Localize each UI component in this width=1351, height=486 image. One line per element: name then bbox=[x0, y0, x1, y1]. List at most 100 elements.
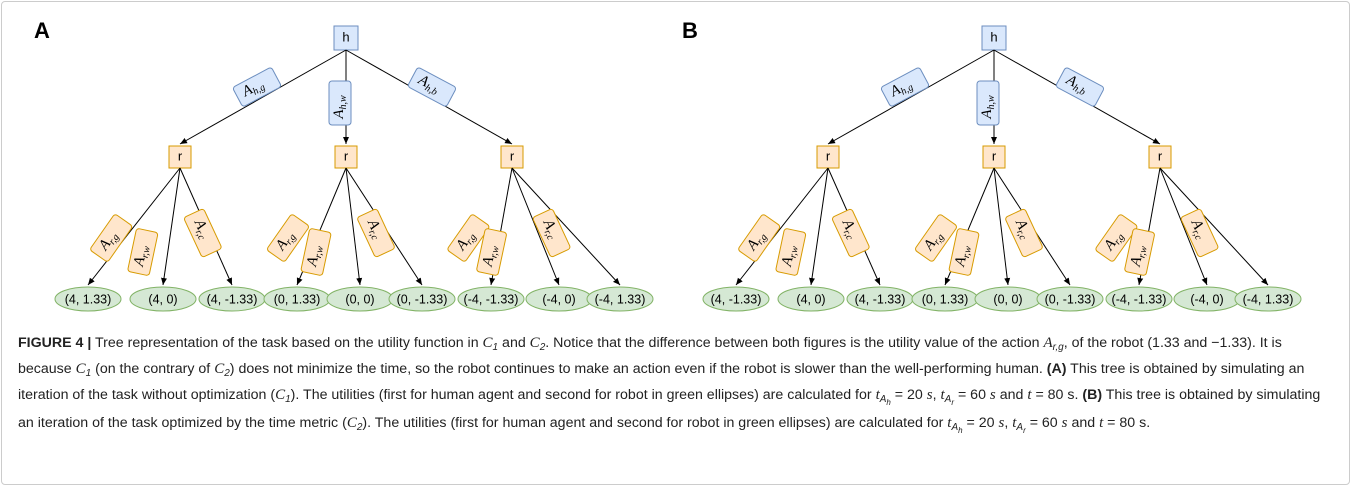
robot-label: r bbox=[992, 148, 997, 163]
edge-label-box bbox=[915, 214, 957, 262]
caption-run: t bbox=[940, 386, 945, 403]
caption-run: and bbox=[498, 335, 530, 351]
caption-run: r bbox=[951, 397, 955, 407]
caption-run: h bbox=[958, 426, 963, 436]
edge-label: Ar,c bbox=[1005, 208, 1043, 258]
panel-label: A bbox=[34, 18, 50, 43]
leaf-label: (-4, 1.33) bbox=[1243, 292, 1294, 306]
leaf-label: (-4, 0) bbox=[1190, 292, 1223, 306]
caption-run: C bbox=[75, 360, 86, 377]
leaf-label: (0, 1.33) bbox=[274, 292, 321, 306]
edge-label-sub: r,w bbox=[1137, 245, 1150, 259]
caption-run: r bbox=[1023, 426, 1026, 436]
edge-label-sub: r,w bbox=[961, 245, 974, 259]
edge-label-base: A bbox=[779, 255, 797, 269]
edge-label-box bbox=[90, 214, 133, 262]
leaf-label: (-4, -1.33) bbox=[1112, 292, 1167, 306]
edge-label-box bbox=[948, 228, 980, 276]
leaf-node bbox=[1234, 286, 1302, 312]
caption-run: s bbox=[1061, 415, 1068, 432]
edge-label: Ah,b bbox=[1055, 67, 1105, 107]
caption-run: C bbox=[482, 335, 493, 351]
edge-label: Ah,w bbox=[328, 80, 352, 126]
caption-run: FIGURE 4 | bbox=[18, 335, 92, 351]
edge-label: Ar,w bbox=[127, 228, 159, 276]
caption-run: 1 bbox=[492, 342, 499, 353]
robot-label: r bbox=[178, 148, 183, 163]
caption-run: C bbox=[275, 386, 286, 403]
caption-run: C bbox=[529, 335, 540, 351]
edge bbox=[809, 167, 829, 286]
edge-label-base: A bbox=[131, 255, 149, 269]
leaf-node bbox=[1105, 286, 1173, 312]
caption-run: = 60 bbox=[954, 386, 990, 403]
edge-label: Ar,g bbox=[90, 214, 133, 262]
caption-run: t bbox=[947, 415, 952, 432]
leaf-label: (0, 1.33) bbox=[922, 292, 969, 306]
edge bbox=[1159, 167, 1269, 286]
edge-label-sub: h,g bbox=[251, 82, 267, 98]
edge bbox=[345, 167, 363, 286]
leaf-node bbox=[457, 286, 525, 312]
leaf-label: (4, -1.33) bbox=[207, 292, 258, 306]
caption-run: . Notice that the difference between bot… bbox=[545, 335, 1044, 351]
caption-run: C bbox=[346, 415, 357, 432]
caption-run: 1 bbox=[85, 367, 92, 379]
edge-label-box bbox=[976, 80, 1000, 126]
edge bbox=[511, 167, 560, 286]
edge-label-text: Ar,w bbox=[304, 243, 326, 269]
edge-label-text: Ar,w bbox=[952, 243, 974, 269]
leaf-node bbox=[1036, 286, 1104, 312]
edge-label: Ah,w bbox=[976, 80, 1000, 126]
caption-run: and bbox=[1067, 415, 1100, 432]
caption-run: 2 bbox=[356, 422, 363, 434]
leaf-label: (4, 1.33) bbox=[65, 292, 112, 306]
caption-run: 2 bbox=[539, 342, 546, 353]
edge-label-box bbox=[1005, 208, 1043, 258]
robot-label: r bbox=[826, 148, 831, 163]
edge-label-base: A bbox=[979, 109, 995, 120]
caption-run: (B) bbox=[1082, 386, 1103, 403]
edge-label: Ar,w bbox=[476, 228, 507, 276]
leaf-label: (-4, -1.33) bbox=[464, 292, 519, 306]
robot-label: r bbox=[510, 148, 515, 163]
edge-label-sub: h,w bbox=[986, 95, 997, 110]
edge-label-base: A bbox=[480, 255, 498, 269]
leaf-node bbox=[388, 286, 456, 312]
caption: FIGURE 4 | Tree representation of the ta… bbox=[18, 333, 1334, 442]
caption-run: This tree is obtained by simulating an i… bbox=[18, 386, 1321, 432]
edge-label: Ar,w bbox=[775, 228, 807, 276]
root-node bbox=[981, 25, 1007, 51]
edge-label-box bbox=[357, 208, 395, 258]
edge bbox=[161, 167, 181, 286]
edge bbox=[1159, 167, 1208, 286]
edge-label: Ah,g bbox=[880, 67, 930, 107]
edge-label-box bbox=[232, 67, 282, 107]
edge bbox=[511, 167, 621, 286]
leaf-node bbox=[586, 286, 654, 312]
leaf-label: (0, 0) bbox=[993, 292, 1022, 306]
edge-label-sub: r,w bbox=[489, 245, 502, 259]
edge-label: Ah,b bbox=[407, 67, 457, 107]
caption-run: ) does not minimize the time, so the rob… bbox=[229, 360, 1047, 377]
edge-label-sub: r,w bbox=[313, 245, 326, 259]
panel-label: B bbox=[682, 18, 698, 43]
caption-run: t bbox=[1012, 415, 1017, 432]
leaf-node bbox=[54, 286, 122, 312]
edge-label-sub: h,b bbox=[1071, 83, 1087, 99]
leaf-node bbox=[129, 286, 197, 312]
edge-label: Ar,w bbox=[300, 228, 332, 276]
edge-label: Ar,w bbox=[1124, 228, 1155, 276]
edge-label: Ar,g bbox=[267, 214, 309, 262]
caption-run: ). The utilities (first for human agent … bbox=[362, 415, 948, 432]
edge bbox=[87, 167, 181, 286]
root-label: h bbox=[342, 29, 349, 44]
edge-label-base: A bbox=[304, 255, 322, 269]
leaf-node bbox=[777, 286, 845, 312]
edge-label-box bbox=[184, 208, 222, 258]
caption-run: s bbox=[989, 386, 996, 403]
edge-label-base: A bbox=[331, 109, 347, 120]
leaf-label: (-4, 1.33) bbox=[595, 292, 646, 306]
